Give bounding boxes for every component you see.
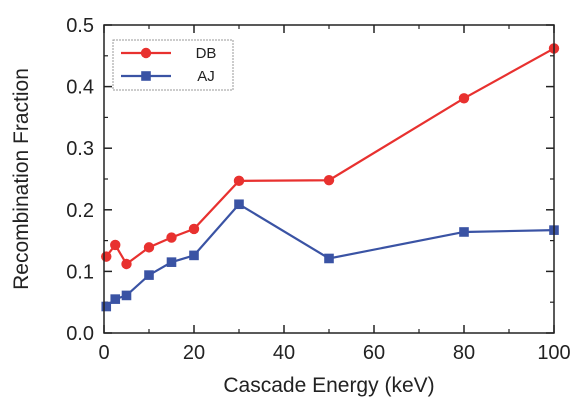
data-point-db (110, 239, 121, 251)
data-point-aj (166, 257, 177, 267)
data-point-db (143, 242, 155, 253)
data-point-aj (101, 301, 112, 312)
data-point-db (121, 258, 132, 270)
legend-item-db: DB (121, 45, 216, 62)
y-tick-label: 0.2 (66, 200, 94, 222)
y-tick-label: 0.4 (66, 77, 94, 99)
x-tick-label: 40 (273, 342, 295, 364)
legend-label-aj: AJ (197, 68, 215, 85)
y-tick-label: 0.1 (66, 261, 94, 283)
x-tick-label: 60 (363, 342, 385, 364)
tick-labels: 0 20 40 60 80 100 0.0 0.1 0.2 0.3 0.4 0.5 (66, 15, 571, 364)
y-tick-label: 0.0 (66, 323, 94, 345)
data-point-db (166, 232, 177, 243)
plot-frame (103, 24, 555, 334)
y-tick-label: 0.3 (66, 138, 94, 160)
x-tick-label: 80 (453, 342, 475, 364)
data-point-aj (324, 253, 334, 264)
legend-item-aj: AJ (121, 68, 215, 85)
data-point-db (233, 175, 245, 187)
legend-marker-aj (141, 71, 151, 81)
x-tick-label: 100 (537, 342, 570, 364)
data-point-aj (121, 290, 132, 301)
data-point-db (323, 175, 335, 186)
x-tick-label: 0 (98, 342, 109, 364)
data-point-db (101, 251, 112, 262)
legend-marker-db (140, 47, 152, 59)
data-point-aj (459, 227, 469, 237)
data-point-aj (144, 270, 154, 280)
data-point-aj (234, 199, 244, 210)
data-point-db (188, 223, 200, 235)
data-point-aj (110, 294, 121, 304)
legend-label-db: DB (196, 45, 217, 62)
y-axis-title: Recombination Fraction (10, 68, 33, 290)
y-tick-label: 0.5 (66, 15, 94, 37)
legend: DB AJ (112, 39, 234, 91)
data-point-aj (189, 250, 199, 261)
x-tick-label: 20 (183, 342, 205, 364)
series-aj (101, 199, 559, 312)
series-line-aj (105, 202, 555, 308)
legend-box (112, 39, 234, 91)
data-point-db (458, 93, 470, 104)
x-axis-title: Cascade Energy (keV) (223, 374, 434, 397)
series-line-db (105, 47, 555, 266)
